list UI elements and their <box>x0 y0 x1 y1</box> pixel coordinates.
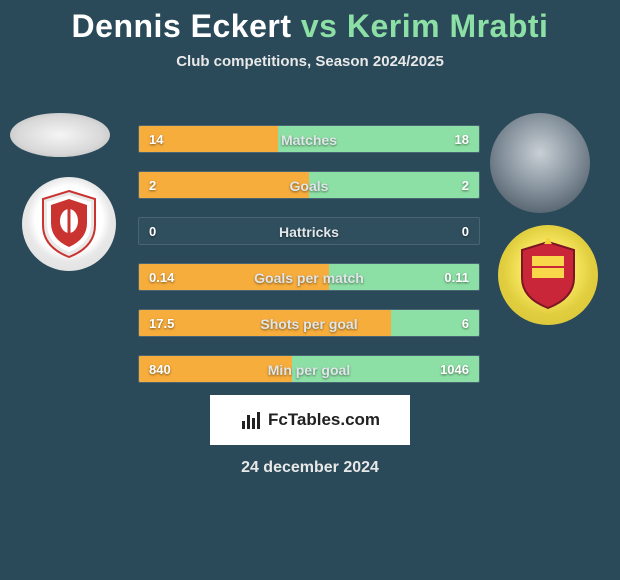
player1-avatar <box>10 113 110 157</box>
stat-label: Shots per goal <box>139 310 479 336</box>
stat-label: Goals per match <box>139 264 479 290</box>
vs-label: vs <box>301 8 338 44</box>
brand-badge: FcTables.com <box>210 395 410 445</box>
comparison-title: Dennis Eckert vs Kerim Mrabti <box>0 0 620 45</box>
stat-label: Hattricks <box>139 218 479 244</box>
stat-row-goals-per-match: 0.14 Goals per match 0.11 <box>138 263 480 291</box>
stat-row-min-per-goal: 840 Min per goal 1046 <box>138 355 480 383</box>
brand-inner: FcTables.com <box>240 409 380 431</box>
stat-value-left: 840 <box>139 356 181 382</box>
brand-text: FcTables.com <box>268 410 380 430</box>
stat-value-right: 6 <box>452 310 479 336</box>
stat-value-right: 2 <box>452 172 479 198</box>
stat-value-left: 14 <box>139 126 173 152</box>
stat-value-right: 0.11 <box>434 264 479 290</box>
stat-value-right: 18 <box>445 126 479 152</box>
stat-value-right: 0 <box>452 218 479 244</box>
player1-club-badge <box>22 177 116 271</box>
stat-label: Matches <box>139 126 479 152</box>
player2-club-badge <box>498 225 598 325</box>
stat-value-left: 0.14 <box>139 264 184 290</box>
player2-avatar <box>490 113 590 213</box>
bars-icon <box>240 409 262 431</box>
player2-name: Kerim Mrabti <box>347 8 549 44</box>
subtitle: Club competitions, Season 2024/2025 <box>0 53 620 70</box>
stat-bars: 14 Matches 18 2 Goals 2 0 Hattricks 0 0.… <box>138 125 480 401</box>
date-label: 24 december 2024 <box>0 459 620 477</box>
stat-value-left: 0 <box>139 218 166 244</box>
stat-value-left: 2 <box>139 172 166 198</box>
player1-name: Dennis Eckert <box>72 8 292 44</box>
stat-row-hattricks: 0 Hattricks 0 <box>138 217 480 245</box>
stat-value-right: 1046 <box>430 356 479 382</box>
stat-row-matches: 14 Matches 18 <box>138 125 480 153</box>
stat-label: Min per goal <box>139 356 479 382</box>
stat-row-goals: 2 Goals 2 <box>138 171 480 199</box>
shield-icon <box>516 238 580 312</box>
stat-value-left: 17.5 <box>139 310 184 336</box>
stat-row-shots-per-goal: 17.5 Shots per goal 6 <box>138 309 480 337</box>
stat-label: Goals <box>139 172 479 198</box>
shield-icon <box>39 189 99 259</box>
